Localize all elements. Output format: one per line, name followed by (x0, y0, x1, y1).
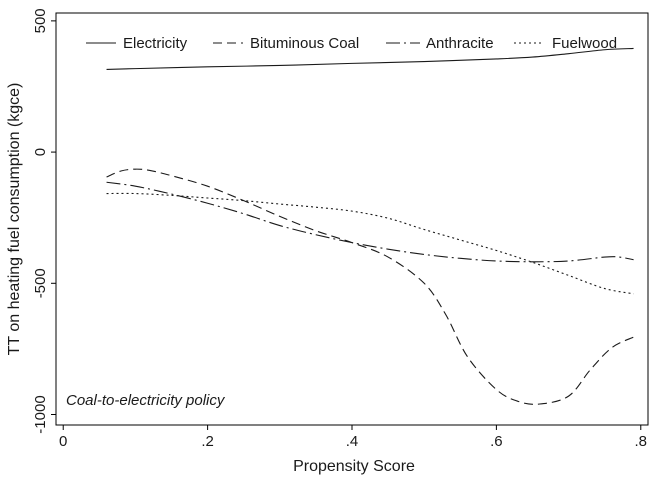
y-tick-label-3: -1000 (32, 395, 49, 433)
series-line-electricity (106, 47, 634, 70)
legend-label-fuelwood: Fuelwood (552, 35, 617, 52)
legend-label-bituminous-coal: Bituminous Coal (250, 35, 359, 52)
series-line-anthracite (106, 181, 634, 263)
x-tick-label-4: .8 (635, 433, 648, 450)
series-layer (106, 47, 634, 405)
x-tick-label-2: .4 (346, 433, 359, 450)
x-axis-title: Propensity Score (293, 458, 415, 475)
x-tick-label-3: .6 (490, 433, 503, 450)
series-line-bituminous-coal (106, 168, 634, 405)
y-axis-title: TT on heating fuel consumption (kgce) (6, 83, 23, 356)
legend-label-electricity: Electricity (123, 35, 188, 52)
y-tick-label-0: 500 (32, 8, 49, 33)
legend: Electricity Bituminous Coal Anthracite Fuel… (86, 35, 617, 52)
plot-area (55, 12, 649, 426)
y-tick-label-2: -500 (32, 268, 49, 298)
annotation: Coal-to-electricity policy (66, 392, 226, 409)
x-tick-label-1: .2 (201, 433, 214, 450)
y-axis: 500 0 -500 -1000 (32, 8, 56, 434)
legend-label-anthracite: Anthracite (426, 35, 494, 52)
y-tick-label-1: 0 (32, 148, 49, 156)
x-axis: 0 .2 .4 .6 .8 (59, 425, 647, 450)
x-tick-label-0: 0 (59, 433, 67, 450)
